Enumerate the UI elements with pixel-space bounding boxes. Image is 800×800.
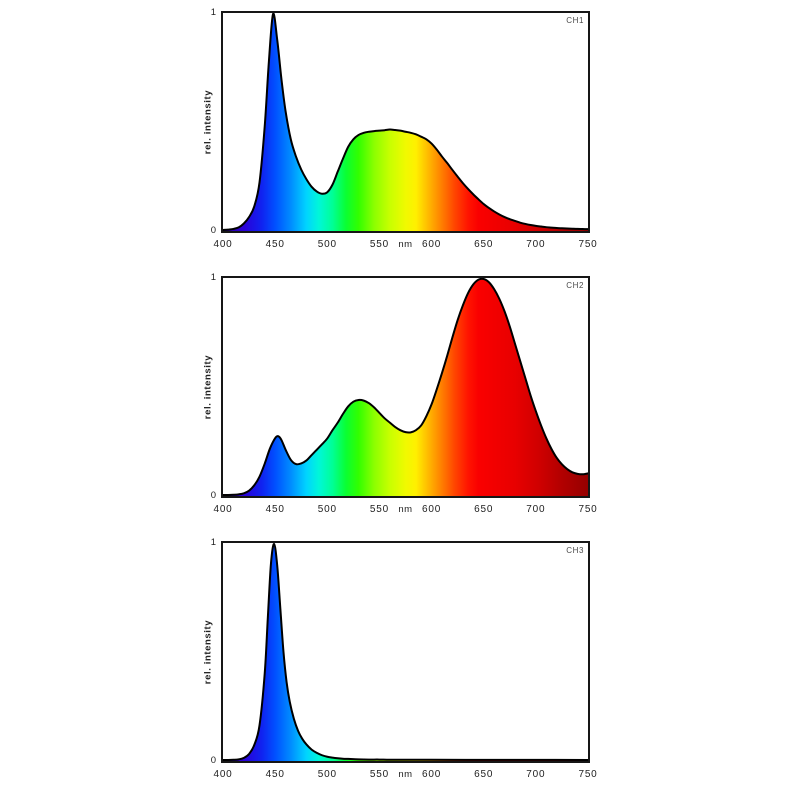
spectrum-curve	[223, 543, 588, 761]
x-axis-unit-label: nm	[398, 504, 413, 515]
y-axis-tick-max: 1	[210, 7, 216, 18]
x-axis-tick-label: 550	[369, 769, 389, 780]
x-axis-tick-label: 650	[474, 769, 494, 780]
x-axis-unit-label: nm	[398, 239, 413, 250]
x-axis-tick-label: 400	[213, 239, 233, 250]
x-axis-tick-label: 500	[317, 239, 337, 250]
spectrum-area-ch3	[223, 543, 588, 761]
y-axis-label: rel. intensity	[202, 89, 214, 155]
plot-area-ch3	[221, 541, 590, 763]
spectrum-curve	[223, 278, 588, 496]
y-axis-tick-min: 0	[210, 490, 216, 501]
spectrum-area-ch2	[223, 278, 588, 496]
x-axis-tick-label: 750	[578, 769, 598, 780]
channel-title-ch1: CH1	[566, 16, 584, 25]
plot-area-ch2	[221, 276, 590, 498]
spectrum-fill	[223, 278, 588, 496]
spectrum-curve	[223, 13, 588, 231]
x-axis-tick-label: 550	[369, 239, 389, 250]
y-axis-tick-min: 0	[210, 755, 216, 766]
x-axis-ch1: 400 450 500 550 nm 600 650 700 750	[213, 239, 596, 253]
y-axis-tick-max: 1	[210, 537, 216, 548]
x-axis-tick-label: 450	[265, 504, 285, 515]
x-axis-tick-label: 700	[526, 504, 546, 515]
channel-title-ch3: CH3	[566, 546, 584, 555]
x-axis-tick-label: 600	[422, 239, 442, 250]
y-axis-label: rel. intensity	[202, 354, 214, 420]
plot-area-ch1	[221, 11, 590, 233]
x-axis-tick-label: 400	[213, 504, 233, 515]
spectrum-fill	[223, 13, 588, 231]
x-axis-tick-label: 450	[265, 769, 285, 780]
x-axis-tick-label: 750	[578, 239, 598, 250]
x-axis-tick-label: 600	[422, 504, 442, 515]
spectrum-fill	[223, 543, 588, 761]
x-axis-tick-label: 450	[265, 239, 285, 250]
x-axis-unit-label: nm	[398, 769, 413, 780]
spectrum-area-ch1	[223, 13, 588, 231]
x-axis-tick-label: 750	[578, 504, 598, 515]
x-axis-tick-label: 600	[422, 769, 442, 780]
x-axis-ch2: 400 450 500 550 nm 600 650 700 750	[213, 504, 596, 518]
y-axis-label: rel. intensity	[202, 619, 214, 685]
x-axis-tick-label: 650	[474, 504, 494, 515]
x-axis-tick-label: 500	[317, 504, 337, 515]
x-axis-tick-label: 550	[369, 504, 389, 515]
x-axis-tick-label: 650	[474, 239, 494, 250]
x-axis-tick-label: 700	[526, 769, 546, 780]
x-axis-tick-label: 500	[317, 769, 337, 780]
x-axis-ch3: 400 450 500 550 nm 600 650 700 750	[213, 769, 596, 783]
x-axis-tick-label: 700	[526, 239, 546, 250]
y-axis-tick-min: 0	[210, 225, 216, 236]
y-axis-tick-max: 1	[210, 272, 216, 283]
x-axis-tick-label: 400	[213, 769, 233, 780]
channel-title-ch2: CH2	[566, 281, 584, 290]
